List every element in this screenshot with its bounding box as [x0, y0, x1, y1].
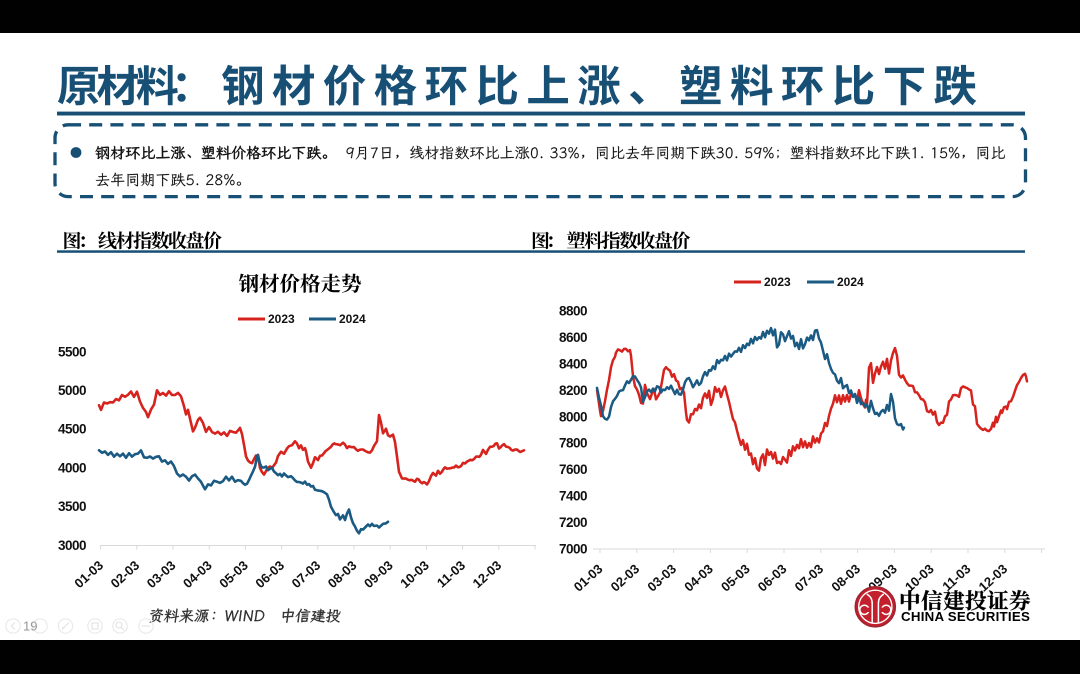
svg-text:4500: 4500	[58, 422, 86, 437]
svg-text:3500: 3500	[58, 499, 86, 514]
svg-text:7800: 7800	[559, 436, 587, 451]
svg-text:2023: 2023	[268, 312, 295, 326]
svg-text:7400: 7400	[559, 489, 587, 504]
svg-text:7000: 7000	[559, 541, 587, 556]
svg-text:3000: 3000	[58, 538, 86, 553]
svg-text:5000: 5000	[58, 383, 86, 398]
svg-text:8800: 8800	[559, 304, 587, 319]
svg-text:5500: 5500	[58, 344, 86, 359]
svg-text:8200: 8200	[559, 383, 587, 398]
svg-text:7200: 7200	[559, 515, 587, 530]
svg-text:CHINA SECURITIES: CHINA SECURITIES	[901, 609, 1030, 624]
svg-text:2024: 2024	[837, 275, 864, 289]
svg-text:8600: 8600	[559, 330, 587, 345]
svg-text:4000: 4000	[58, 460, 86, 475]
svg-text:8400: 8400	[559, 357, 587, 372]
svg-text:2023: 2023	[764, 275, 791, 289]
svg-text:2024: 2024	[339, 312, 366, 326]
svg-text:19: 19	[23, 619, 37, 634]
svg-text:7600: 7600	[559, 462, 587, 477]
svg-text:8000: 8000	[559, 409, 587, 424]
